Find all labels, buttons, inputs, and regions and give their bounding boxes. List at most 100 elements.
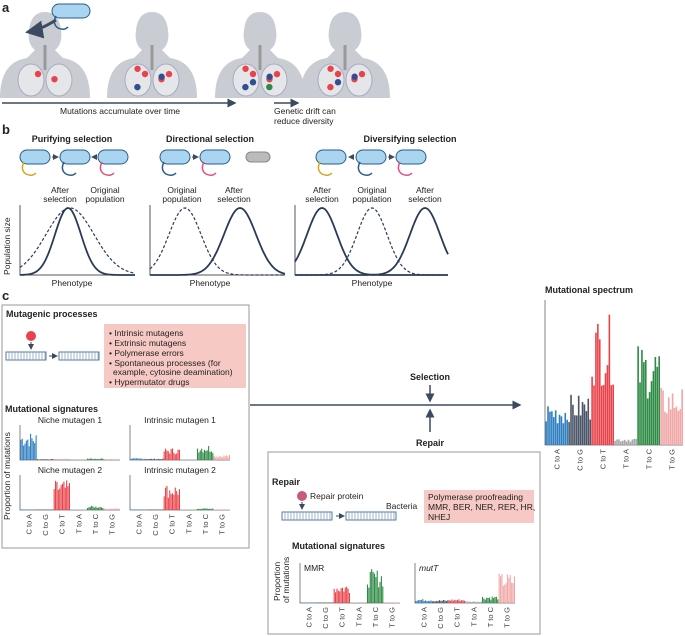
bar-c-to-a	[419, 600, 421, 603]
bar-t-to-c	[497, 599, 499, 603]
bar-c-to-a	[425, 600, 427, 603]
bar-t-to-a	[361, 602, 363, 603]
bar-c-to-g	[50, 509, 52, 510]
bar-c-to-t	[461, 600, 463, 603]
bar-c-to-a	[140, 509, 142, 510]
bar-t-to-a	[73, 509, 75, 510]
bar-c-to-t	[602, 384, 605, 445]
label-after: After	[51, 185, 69, 195]
chart-axes	[129, 475, 230, 511]
bar-t-to-a	[180, 459, 182, 460]
tick-label: C to A	[553, 449, 562, 469]
bar-c-to-a	[304, 602, 306, 603]
tick-label: T to A	[354, 607, 363, 626]
bar-t-to-g	[224, 456, 226, 460]
bar-t-to-a	[614, 440, 616, 445]
bar-t-to-g	[217, 457, 219, 460]
flagellum	[61, 161, 77, 177]
bacteria-cell-dot	[51, 75, 58, 83]
bar-t-to-g	[397, 602, 399, 603]
bar-t-to-c	[88, 507, 90, 510]
tick-label: T to G	[668, 449, 677, 470]
bar-c-to-g	[149, 509, 151, 510]
bar-c-to-t	[53, 459, 55, 460]
chart-title: Niche mutagen 2	[38, 465, 103, 475]
bar-t-to-g	[226, 509, 228, 510]
bar-t-to-g	[385, 602, 387, 603]
bar-c-to-g	[438, 600, 440, 603]
panel-b-label: b	[2, 122, 10, 137]
bar-t-to-a	[85, 459, 87, 460]
bar-c-to-a	[427, 600, 429, 603]
bar-t-to-c	[88, 458, 90, 460]
bar-t-to-c	[368, 587, 370, 603]
bar-c-to-g	[38, 459, 40, 460]
bar-t-to-a	[357, 602, 359, 603]
bar-c-to-t	[335, 592, 337, 603]
bar-c-to-g	[431, 601, 434, 603]
bar-t-to-g	[110, 508, 112, 510]
selection-label: Selection	[410, 372, 450, 382]
bar-c-to-a	[21, 509, 23, 510]
bar-c-to-t	[608, 314, 611, 445]
bar-c-to-g	[577, 395, 580, 445]
bar-t-to-c	[209, 451, 211, 460]
bar-t-to-g	[113, 508, 115, 510]
label-population: population	[162, 194, 202, 204]
bar-c-to-t	[56, 482, 58, 510]
panel-c-label: c	[2, 288, 9, 303]
tick-label: T to C	[91, 513, 100, 534]
bar-t-to-a	[73, 459, 75, 460]
bar-c-to-a	[134, 509, 136, 510]
bar-c-to-g	[332, 602, 334, 603]
bar-t-to-c	[209, 508, 211, 510]
bar-t-to-g	[673, 408, 676, 445]
bar-t-to-a	[194, 509, 196, 510]
bar-t-to-g	[224, 509, 226, 510]
bar-t-to-g	[105, 459, 107, 460]
label-after: After	[225, 185, 243, 195]
bar-t-to-a	[473, 601, 475, 603]
bar-c-to-t	[61, 459, 64, 460]
tick-label: C to A	[24, 514, 33, 534]
bar-c-to-t	[463, 600, 465, 603]
bar-t-to-a	[621, 440, 624, 445]
bar-c-to-a	[305, 602, 307, 603]
bar-c-to-g	[146, 509, 149, 510]
bar-c-to-a	[430, 600, 432, 603]
bar-c-to-a	[140, 458, 142, 460]
list-item: • Spontaneous processes (for	[109, 358, 221, 368]
bar-t-to-a	[75, 459, 77, 460]
bar-t-to-g	[511, 582, 513, 603]
bar-c-to-g	[159, 509, 161, 510]
bar-c-to-g	[148, 509, 150, 510]
bar-t-to-g	[666, 413, 668, 445]
bar-t-to-g	[116, 459, 118, 460]
bar-c-to-t	[55, 459, 57, 460]
chart-title: Intrinsic mutagen 1	[144, 415, 216, 425]
bar-c-to-t	[165, 487, 167, 510]
bar-t-to-c	[203, 508, 205, 510]
bar-t-to-a	[635, 438, 637, 445]
bar-t-to-a	[354, 602, 356, 603]
bar-c-to-a	[308, 602, 310, 603]
bar-c-to-g	[162, 458, 164, 460]
bar-c-to-g	[434, 601, 436, 603]
bacteria-cell-dot	[165, 70, 173, 78]
population-size-axis: Population size	[2, 217, 12, 275]
bar-t-to-a	[625, 441, 628, 445]
right-lung-icon	[345, 63, 373, 97]
bar-t-to-g	[118, 508, 120, 510]
label-selection: selection	[217, 194, 251, 204]
bar-t-to-g	[213, 455, 215, 460]
bar-t-to-g	[226, 455, 228, 460]
mutagenic-title: Mutagenic processes	[6, 309, 98, 319]
label-selection: selection	[43, 194, 77, 204]
bar-t-to-g	[681, 389, 683, 445]
bar-c-to-t	[166, 450, 168, 460]
bar-c-to-t	[68, 483, 70, 510]
bar-t-to-c	[92, 459, 94, 460]
bar-c-to-a	[24, 443, 26, 460]
bar-t-to-c	[378, 587, 380, 603]
bar-c-to-a	[31, 509, 33, 510]
